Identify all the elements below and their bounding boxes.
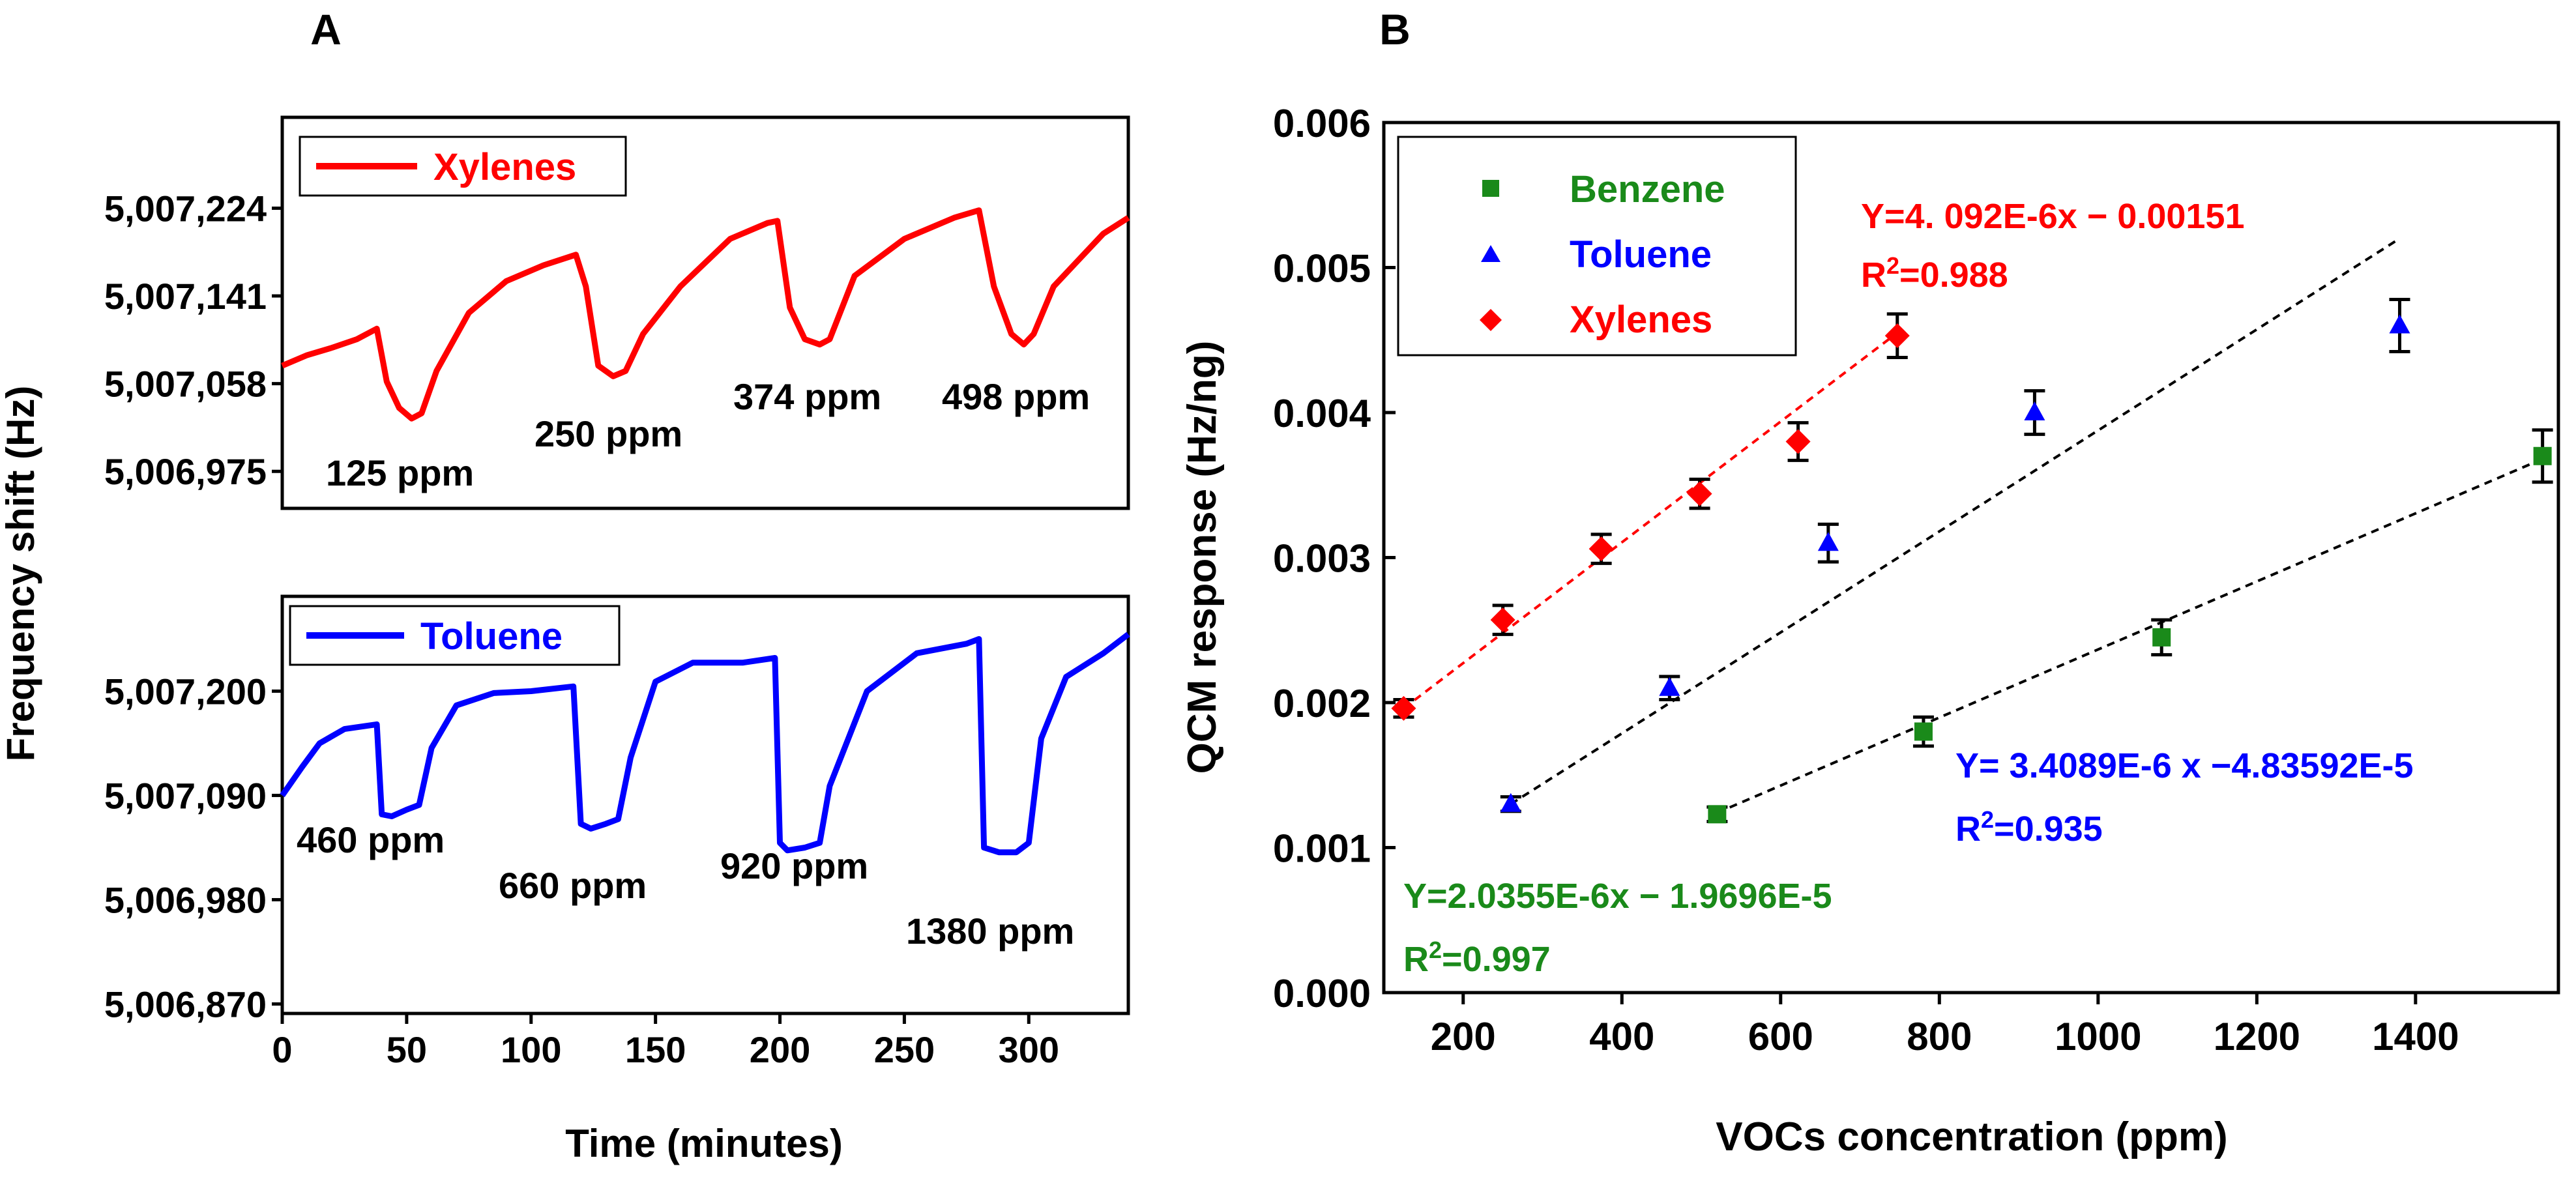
xylenes-legend-label: Xylenes — [433, 146, 576, 188]
toluene-data-point — [2389, 314, 2410, 334]
xylenes-legend: Xylenes — [299, 136, 627, 197]
qcm-x-tick-label: 800 — [1907, 1015, 1972, 1058]
annotation-374ppm: 374 ppm — [733, 376, 881, 417]
annotation-498ppm: 498 ppm — [942, 376, 1090, 417]
qcm-x-tick-label: 400 — [1589, 1015, 1654, 1058]
toluene-x-ticks: 0 50 100 150 200 250 300 — [272, 1013, 1059, 1070]
qcm-x-tick-label: 1200 — [2214, 1015, 2300, 1058]
qcm-legend: Benzene Toluene Xylenes — [1397, 136, 1797, 357]
xylenes-subplot: 5,006,975 5,007,058 5,007,141 5,007,224 Xyl… — [104, 115, 1130, 510]
panel-a-letter: A — [310, 5, 342, 53]
toluene-fit-line — [1510, 237, 2401, 806]
annotation-250ppm: 250 ppm — [534, 413, 682, 454]
toluene-fit-equation: Y= 3.4089E-6 x −4.83592E-5 — [1955, 746, 2414, 785]
toluene-y-tick-label: 5,007,090 — [104, 775, 267, 816]
benzene-legend-label: Benzene — [1570, 168, 1725, 211]
xylenes-data-point — [1391, 695, 1416, 721]
toluene-x-tick-label: 100 — [501, 1029, 561, 1070]
qcm-y-tick-label: 0.004 — [1273, 392, 1371, 435]
panel-a: A Frequency shift (Hz) 5,006,975 5,007,05… — [0, 5, 1130, 1165]
qcm-y-tick-label: 0.005 — [1273, 247, 1371, 291]
qcm-legend-box — [1397, 136, 1797, 357]
qcm-y-tick-label: 0.002 — [1273, 682, 1371, 725]
qcm-x-tick-label: 1400 — [2372, 1015, 2459, 1058]
qcm-y-tick-label: 0.003 — [1273, 537, 1371, 581]
xylenes-data-point — [1490, 607, 1515, 633]
xylenes-data-point — [1588, 536, 1614, 562]
qcm-y-tick-label: 0.001 — [1273, 827, 1371, 871]
qcm-x-tick-label: 600 — [1748, 1015, 1813, 1058]
qcm-x-tick-label: 200 — [1431, 1015, 1496, 1058]
xylenes-data-point — [1884, 323, 1910, 349]
toluene-x-tick-label: 50 — [387, 1029, 427, 1070]
qcm-y-ticks: 0.000 0.001 0.002 0.003 0.004 0.005 0.006 — [1273, 102, 1396, 1015]
xylenes-r2: R2=0.988 — [1861, 252, 2008, 295]
xylenes-y-ticks: 5,006,975 5,007,058 5,007,141 5,007,224 — [104, 188, 282, 492]
benzene-data-point — [1708, 805, 1727, 824]
xylenes-plot-frame — [280, 115, 1130, 510]
toluene-data-point — [1817, 532, 1839, 551]
qcm-x-ticks: 200 400 600 800 1000 1200 1400 — [1431, 993, 2459, 1058]
toluene-y-tick-label: 5,006,980 — [104, 879, 267, 920]
toluene-x-tick-label: 200 — [750, 1029, 810, 1070]
toluene-subplot: 5,006,870 5,006,980 5,007,090 5,007,200 0 50… — [104, 594, 1130, 1070]
toluene-y-tick-label: 5,007,200 — [104, 671, 267, 712]
annotation-660ppm: 660 ppm — [499, 865, 647, 906]
panel-b-letter: B — [1379, 5, 1411, 53]
toluene-data-point — [2024, 401, 2045, 420]
panel-a-xlabel: Time (minutes) — [565, 1122, 843, 1165]
xylenes-y-tick-label: 5,007,224 — [104, 188, 267, 229]
toluene-legend-marker — [1481, 245, 1500, 262]
benzene-data-point — [2533, 446, 2552, 465]
xylenes-legend-box — [299, 136, 627, 197]
xylenes-fit-line — [1403, 332, 1898, 710]
toluene-r2: R2=0.935 — [1955, 806, 2103, 849]
xylenes-legend-marker — [1480, 309, 1502, 331]
toluene-legend-label: Toluene — [420, 615, 563, 658]
toluene-x-tick-label: 300 — [999, 1029, 1059, 1070]
xylenes-data-point — [1687, 481, 1712, 506]
toluene-x-tick-label: 0 — [272, 1029, 292, 1070]
toluene-plot-frame — [280, 594, 1130, 1015]
toluene-x-tick-label: 250 — [874, 1029, 935, 1070]
benzene-legend-marker — [1482, 180, 1499, 197]
annotation-125ppm: 125 ppm — [326, 452, 474, 493]
toluene-x-tick-label: 150 — [625, 1029, 686, 1070]
xylenes-y-tick-label: 5,006,975 — [104, 451, 267, 492]
qcm-y-tick-label: 0.000 — [1273, 972, 1371, 1015]
toluene-y-tick-label: 5,006,870 — [104, 983, 267, 1025]
qcm-data-points — [1391, 314, 2552, 824]
qcm-plot-frame — [1382, 121, 2560, 995]
qcm-fit-lines — [1403, 237, 2543, 814]
toluene-legend-box — [289, 605, 621, 666]
benzene-fit-equation: Y=2.0355E-6x − 1.9696E-5 — [1403, 877, 1832, 916]
toluene-legend-label: Toluene — [1570, 233, 1712, 276]
toluene-series-line — [280, 632, 1130, 856]
xylenes-y-tick-label: 5,007,058 — [104, 364, 267, 405]
annotation-1380ppm: 1380 ppm — [906, 910, 1074, 952]
annotation-920ppm: 920 ppm — [720, 845, 868, 886]
xylenes-series-line — [281, 207, 1130, 422]
qcm-x-tick-label: 1000 — [2055, 1015, 2141, 1058]
qcm-error-bars — [1393, 297, 2553, 823]
toluene-y-ticks: 5,006,870 5,006,980 5,007,090 5,007,200 — [104, 671, 282, 1025]
toluene-data-point — [1500, 793, 1521, 812]
xylenes-fit-equation: Y=4. 092E-6x − 0.00151 — [1861, 197, 2245, 236]
xylenes-legend-label-b: Xylenes — [1570, 298, 1712, 341]
panel-b: B QCM response (Hz/ng) 0.0000.0010.0020.… — [1180, 5, 2560, 1159]
panel-a-ylabel: Frequency shift (Hz) — [0, 386, 42, 762]
toluene-data-point — [1659, 677, 1680, 696]
panel-b-ylabel: QCM response (Hz/ng) — [1180, 341, 1225, 774]
toluene-legend: Toluene — [289, 605, 621, 666]
annotation-460ppm: 460 ppm — [297, 819, 445, 860]
benzene-data-point — [1914, 722, 1933, 741]
panel-b-xlabel: VOCs concentration (ppm) — [1716, 1114, 2227, 1159]
qcm-y-tick-label: 0.006 — [1273, 102, 1371, 145]
benzene-r2: R2=0.997 — [1403, 937, 1551, 979]
benzene-data-point — [2152, 628, 2171, 647]
xylenes-data-point — [1785, 429, 1811, 454]
xylenes-y-tick-label: 5,007,141 — [104, 276, 267, 317]
